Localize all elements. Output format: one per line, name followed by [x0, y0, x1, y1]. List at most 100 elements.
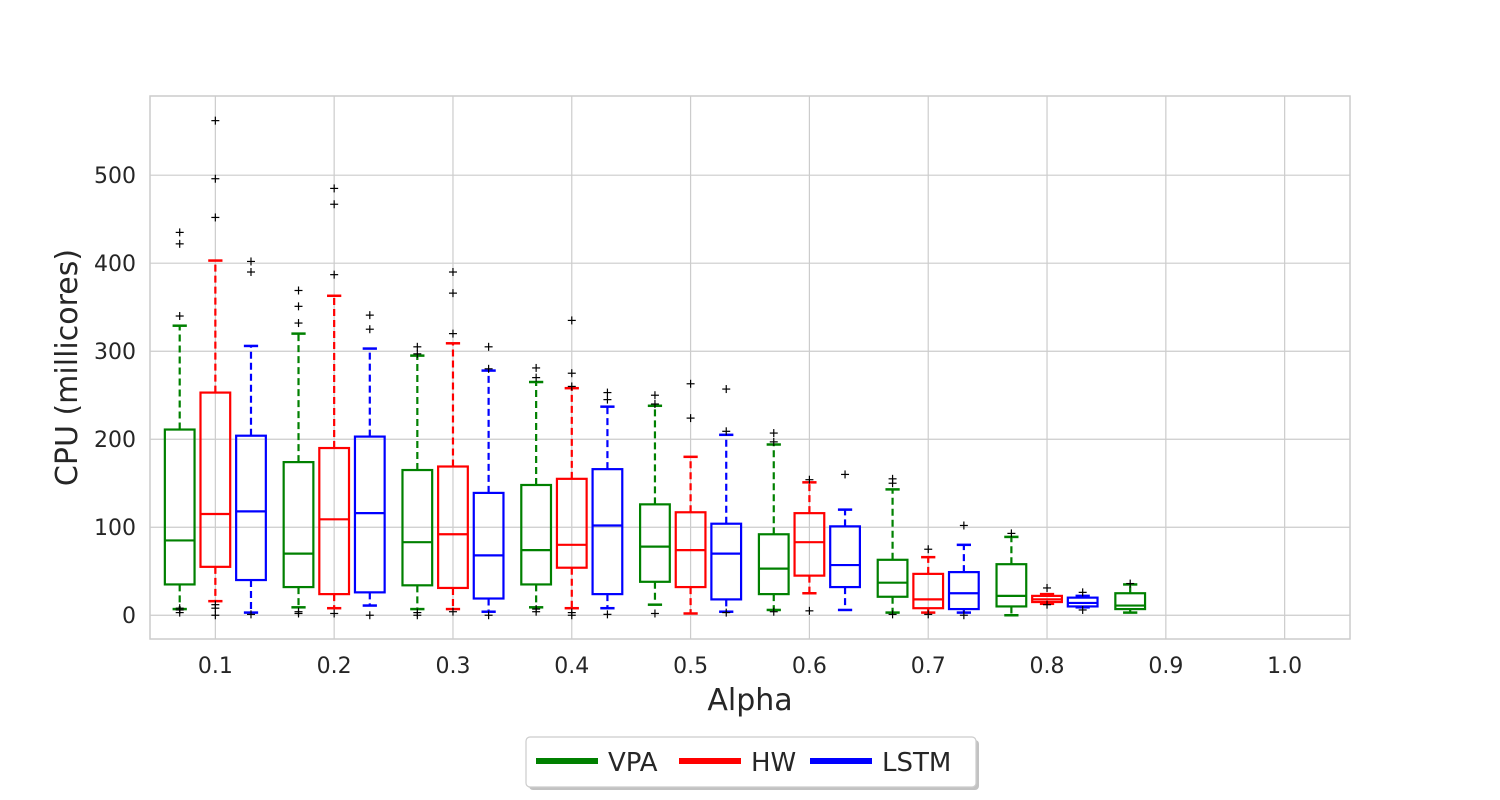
iqr-box: [710, 522, 743, 601]
series-vpa: [163, 228, 1147, 620]
outlier-point: [1007, 529, 1016, 538]
iqr-box: [793, 512, 826, 577]
outlier-point: [330, 200, 339, 209]
box-vpa: [876, 474, 909, 619]
iqr-box: [995, 563, 1028, 608]
x-tick-label: 1.0: [1267, 654, 1302, 679]
x-tick-label: 0.8: [1030, 654, 1065, 679]
outlier-point: [448, 329, 457, 338]
box-lstm: [947, 521, 980, 620]
outlier-point: [330, 609, 339, 618]
box-lstm: [1066, 588, 1099, 614]
x-tick-label: 0.9: [1148, 654, 1183, 679]
outlier-point: [567, 608, 576, 617]
iqr-box: [318, 446, 351, 596]
series-hw: [199, 116, 1063, 620]
box-lstm: [829, 470, 862, 612]
box-vpa: [757, 429, 790, 616]
box-lstm: [591, 388, 624, 619]
outlier-point: [1078, 588, 1087, 597]
legend-label: VPA: [608, 748, 658, 778]
outlier-point: [959, 611, 968, 620]
legend: VPA HW LSTM: [525, 736, 979, 790]
box-lstm: [353, 311, 386, 620]
outlier-point: [330, 184, 339, 193]
outlier-point: [805, 606, 814, 615]
outlier-point: [413, 342, 422, 351]
outlier-point: [532, 605, 541, 614]
box-hw: [437, 268, 469, 616]
box-vpa: [995, 529, 1028, 617]
outlier-point: [686, 379, 695, 388]
legend-entry-vpa: VPA: [536, 748, 658, 778]
outlier-point: [294, 319, 303, 328]
outlier-point: [888, 610, 897, 619]
box-hw: [912, 545, 945, 619]
box-lstm: [710, 385, 743, 617]
outlier-point: [175, 312, 184, 321]
iqr-box: [282, 461, 315, 589]
iqr-box: [829, 525, 862, 589]
outlier-point: [924, 610, 933, 619]
outlier-point: [603, 610, 612, 619]
y-tick-label: 100: [94, 516, 136, 541]
outlier-point: [211, 174, 220, 183]
outlier-point: [722, 427, 731, 436]
iqr-box: [555, 477, 588, 569]
iqr-box: [199, 391, 232, 568]
iqr-box: [163, 428, 196, 586]
x-tick-label: 0.3: [435, 654, 470, 679]
outlier-point: [211, 611, 220, 620]
outlier-point: [650, 400, 659, 409]
y-tick-label: 300: [94, 340, 136, 365]
outlier-point: [722, 608, 731, 617]
outlier-point: [769, 429, 778, 438]
box-hw: [555, 316, 588, 620]
x-tick-label: 0.2: [317, 654, 352, 679]
outlier-point: [294, 286, 303, 295]
outlier-point: [448, 289, 457, 298]
outlier-point: [211, 600, 220, 609]
iqr-box: [876, 558, 909, 598]
outlier-point: [246, 610, 255, 619]
outlier-point: [567, 382, 576, 391]
outlier-point: [603, 395, 612, 404]
outlier-point: [769, 437, 778, 446]
outlier-point: [448, 268, 457, 277]
legend-label: HW: [751, 748, 796, 778]
outlier-point: [246, 268, 255, 277]
legend-frame: [525, 736, 977, 788]
outlier-point: [413, 608, 422, 617]
outlier-point: [1126, 579, 1135, 588]
box-vpa: [163, 228, 196, 617]
box-vpa: [520, 363, 553, 616]
tick-labels: 0.1 0.2 0.3 0.4 0.5 0.6 0.7 0.8 0.9 1.0 0 100 200 300…: [94, 164, 1302, 679]
outlier-point: [448, 607, 457, 616]
outlier-point: [841, 470, 850, 479]
outlier-point: [924, 545, 933, 554]
outlier-point: [650, 391, 659, 400]
iqr-box: [401, 468, 434, 587]
outlier-point: [211, 213, 220, 222]
outlier-point: [1043, 583, 1052, 592]
outlier-point: [532, 373, 541, 382]
outlier-point: [603, 388, 612, 397]
outlier-point: [365, 611, 374, 620]
y-tick-label: 500: [94, 164, 136, 189]
grid-lines: [150, 96, 1350, 639]
box-hw: [318, 184, 351, 618]
outlier-point: [246, 257, 255, 266]
iqr-box: [520, 483, 553, 586]
iqr-box: [638, 503, 671, 583]
box-lstm: [472, 342, 505, 620]
x-tick-label: 0.5: [673, 654, 708, 679]
box-hw: [793, 475, 826, 615]
outlier-point: [365, 311, 374, 320]
outlier-point: [1043, 600, 1052, 609]
iqr-box: [912, 572, 945, 610]
box-hw: [199, 116, 232, 620]
x-axis-title: Alpha: [707, 683, 792, 718]
iqr-box: [353, 435, 386, 594]
iqr-box: [1114, 592, 1147, 611]
